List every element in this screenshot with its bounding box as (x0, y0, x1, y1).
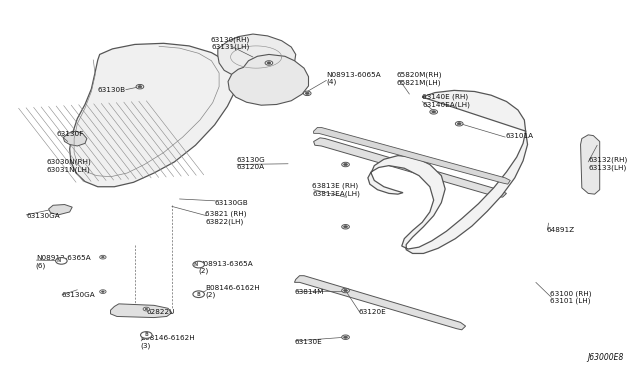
Text: 63120E: 63120E (358, 309, 386, 315)
Polygon shape (218, 34, 296, 78)
Text: 63130F: 63130F (57, 131, 84, 137)
Circle shape (100, 255, 106, 259)
Circle shape (102, 256, 104, 258)
Text: N08913-6065A
(4): N08913-6065A (4) (326, 72, 381, 86)
Circle shape (145, 308, 148, 310)
Polygon shape (70, 43, 236, 187)
Circle shape (305, 92, 309, 94)
Circle shape (342, 225, 349, 229)
Text: 63130GB: 63130GB (214, 200, 248, 206)
Text: N: N (194, 262, 198, 267)
Polygon shape (580, 135, 600, 194)
Text: 63030N(RH)
63031N(LH): 63030N(RH) 63031N(LH) (47, 158, 92, 173)
Text: N08913-6365A
(2): N08913-6365A (2) (198, 261, 253, 275)
Text: 63130B: 63130B (97, 87, 125, 93)
Circle shape (143, 307, 150, 311)
Text: B08146-6162H
(3): B08146-6162H (3) (140, 335, 195, 349)
Text: 63132(RH)
63133(LH): 63132(RH) 63133(LH) (588, 157, 627, 171)
Text: 63101A: 63101A (505, 133, 533, 139)
Text: B: B (145, 333, 148, 337)
Circle shape (344, 289, 348, 292)
Circle shape (344, 226, 348, 228)
Circle shape (56, 257, 67, 264)
Text: N08913-6365A
(6): N08913-6365A (6) (36, 255, 91, 269)
Circle shape (344, 336, 348, 338)
Circle shape (193, 291, 204, 298)
Circle shape (342, 288, 349, 293)
Text: 64891Z: 64891Z (547, 227, 575, 234)
Polygon shape (368, 90, 527, 253)
Text: 63813E (RH)
63813EA(LH): 63813E (RH) 63813EA(LH) (312, 183, 360, 197)
Text: N: N (56, 259, 61, 263)
Text: 63100 (RH)
63101 (LH): 63100 (RH) 63101 (LH) (550, 290, 591, 304)
Text: 63814M: 63814M (294, 289, 324, 295)
Text: 62822U: 62822U (147, 309, 175, 315)
Polygon shape (314, 128, 510, 184)
Text: 63130GA: 63130GA (61, 292, 95, 298)
Circle shape (458, 123, 461, 125)
Polygon shape (49, 205, 72, 215)
Text: B08146-6162H
(2): B08146-6162H (2) (205, 285, 260, 298)
Circle shape (138, 86, 142, 88)
Text: 63130G
63120A: 63130G 63120A (237, 157, 266, 170)
Circle shape (456, 122, 463, 126)
Circle shape (342, 162, 349, 167)
Text: 65820M(RH)
65821M(LH): 65820M(RH) 65821M(LH) (397, 71, 442, 86)
Circle shape (344, 163, 348, 166)
Circle shape (342, 335, 349, 339)
Circle shape (267, 62, 271, 64)
Circle shape (193, 261, 204, 268)
Circle shape (141, 332, 152, 338)
Text: 63140E (RH)
63140EA(LH): 63140E (RH) 63140EA(LH) (422, 94, 470, 108)
Polygon shape (228, 54, 308, 105)
Text: 63130(RH)
63131(LH): 63130(RH) 63131(LH) (211, 36, 250, 51)
Circle shape (102, 291, 104, 292)
Circle shape (136, 84, 144, 89)
Polygon shape (111, 304, 172, 318)
Polygon shape (294, 276, 466, 330)
Text: J63000E8: J63000E8 (587, 353, 623, 362)
Text: 63821 (RH)
63822(LH): 63821 (RH) 63822(LH) (205, 211, 246, 225)
Text: 63130GA: 63130GA (26, 213, 60, 219)
Circle shape (432, 111, 436, 113)
Circle shape (430, 110, 438, 114)
Circle shape (303, 91, 311, 96)
Text: B: B (196, 292, 200, 297)
Polygon shape (314, 138, 506, 197)
Text: 63130E: 63130E (294, 339, 322, 344)
Circle shape (265, 61, 273, 65)
Circle shape (100, 290, 106, 294)
Polygon shape (63, 131, 87, 146)
